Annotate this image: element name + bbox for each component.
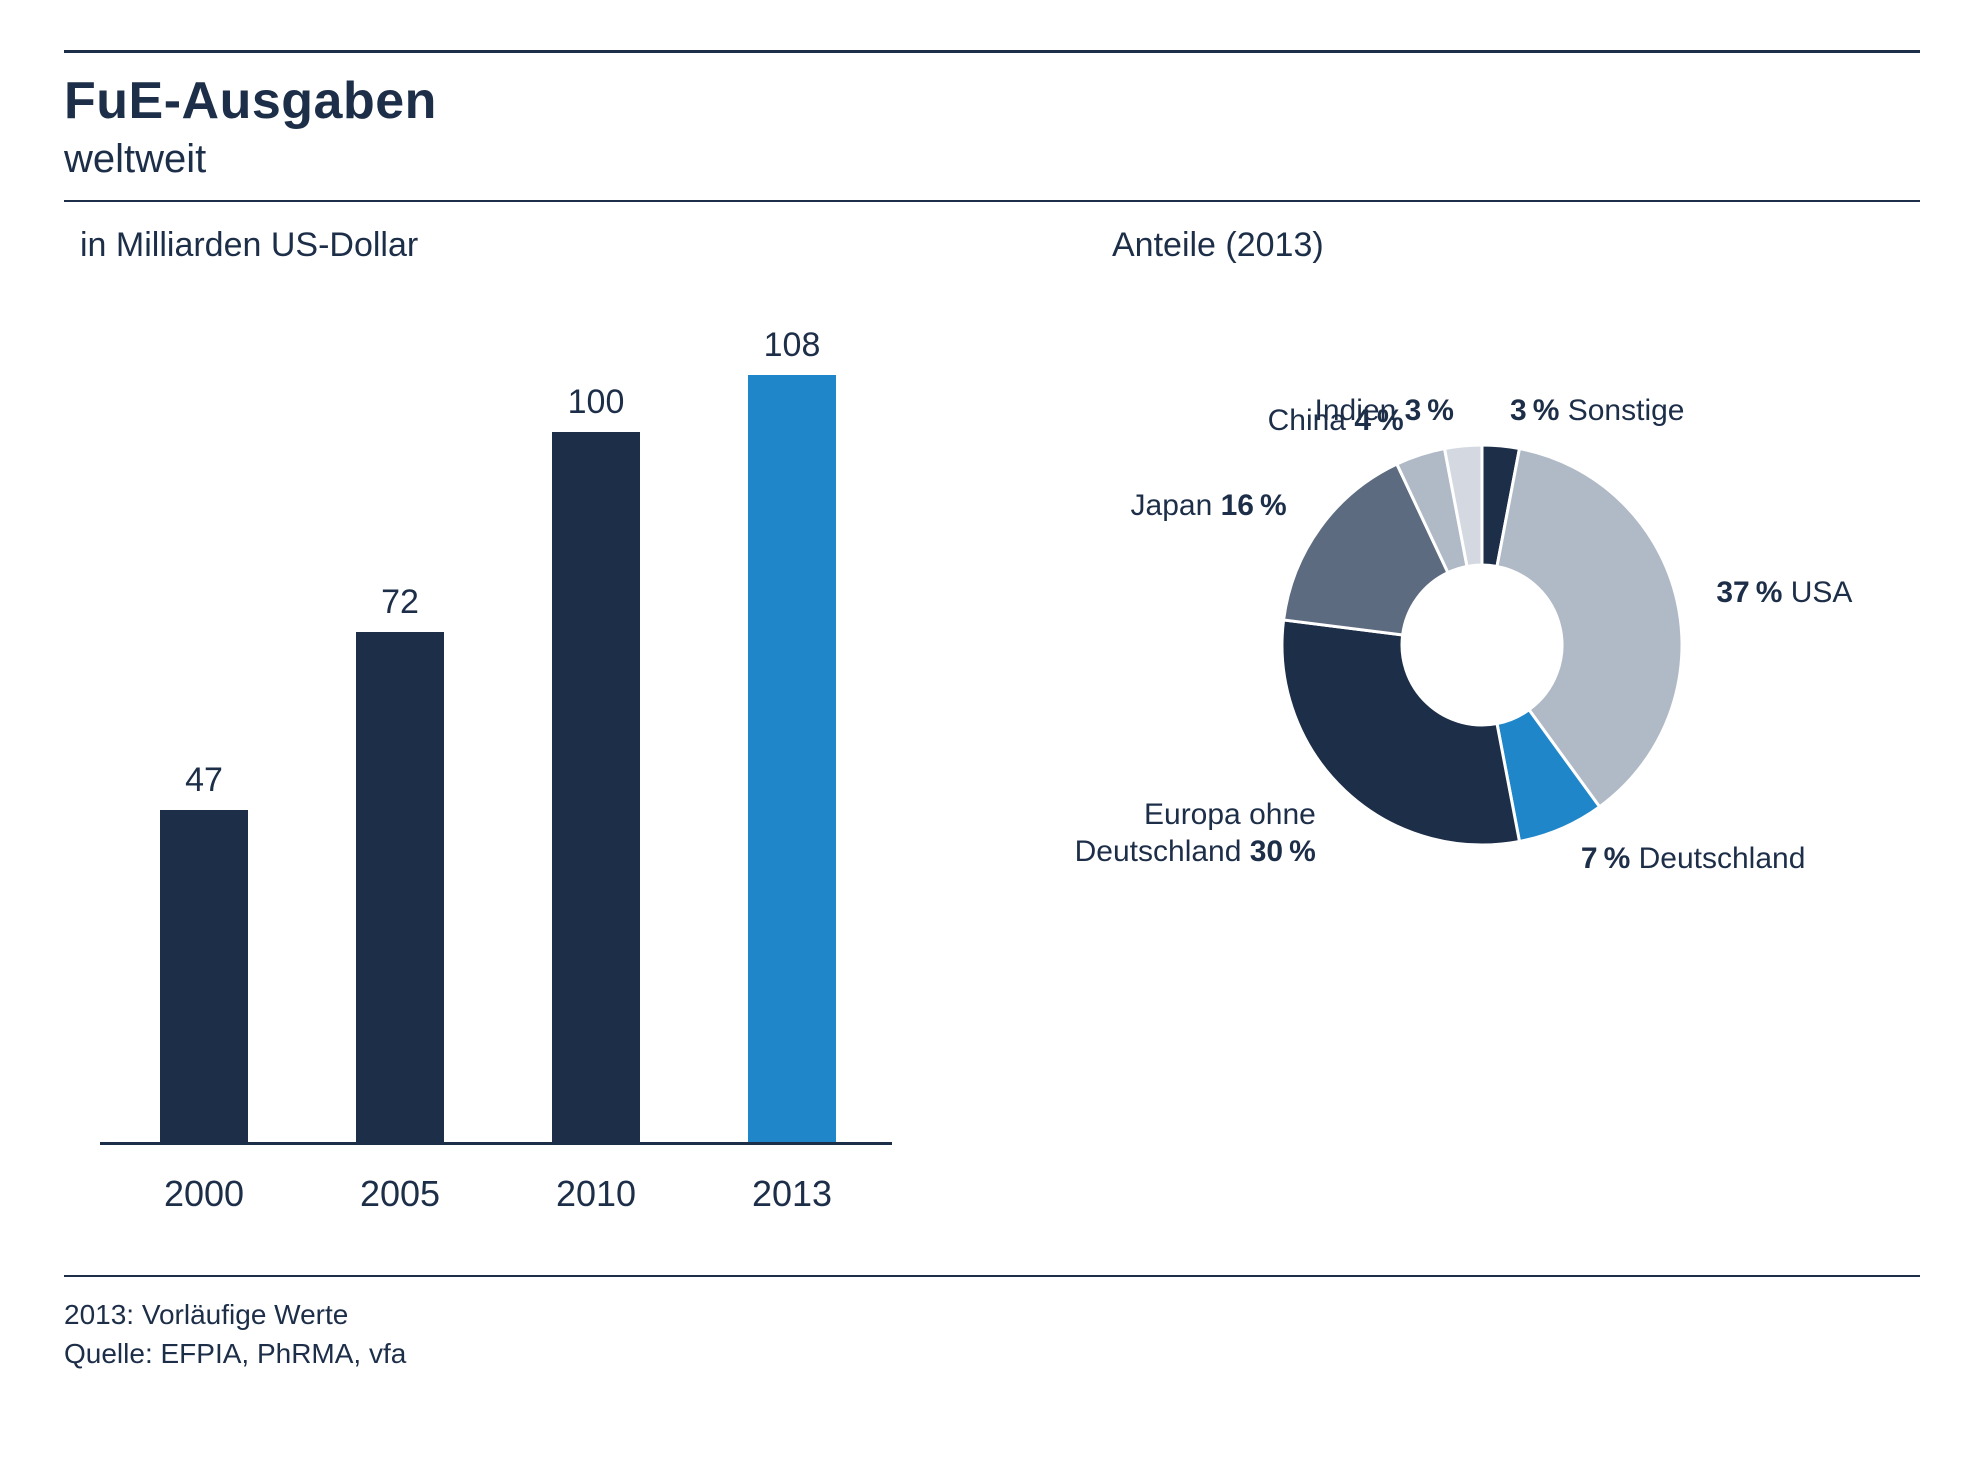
bar <box>356 632 444 1145</box>
bar-baseline <box>100 1142 892 1145</box>
bar-value: 100 <box>568 383 625 422</box>
donut-title: Anteile (2013) <box>1112 226 1920 265</box>
donut-svg <box>1282 445 1682 845</box>
footnote-1: 2013: Vorläufige Werte <box>64 1295 1920 1334</box>
donut-label: Japan 16 % <box>1131 487 1287 525</box>
bar-value: 72 <box>381 583 419 622</box>
rule-top <box>64 50 1920 53</box>
donut-chart: Anteile (2013) 3 % Sonstige 37 % USA 7 % D… <box>972 202 1920 1045</box>
donut-label: 7 % Deutschland <box>1581 840 1805 878</box>
donut-label: Indien 3 % <box>1315 392 1454 430</box>
bar-col: 100 <box>516 383 676 1145</box>
donut-label: Europa ohneDeutschland 30 % <box>1075 796 1316 871</box>
bar-ylabel: in Milliarden US-Dollar <box>80 226 972 265</box>
bar-category: 2010 <box>516 1173 676 1215</box>
bar <box>552 432 640 1145</box>
donut-slice <box>1282 620 1519 845</box>
donut-label: 3 % Sonstige <box>1510 392 1684 430</box>
bar-chart: in Milliarden US-Dollar 47 72 100 108 2000 2… <box>64 202 972 1235</box>
bar-category: 2000 <box>124 1173 284 1215</box>
bar <box>160 810 248 1145</box>
bar-category: 2005 <box>320 1173 480 1215</box>
bar-value: 47 <box>185 761 223 800</box>
bar-col: 72 <box>320 583 480 1145</box>
donut-label: 37 % USA <box>1716 574 1852 612</box>
bar <box>748 375 836 1145</box>
page-title: FuE-Ausgaben <box>64 71 1920 131</box>
bar-category: 2013 <box>712 1173 872 1215</box>
rule-bottom <box>64 1275 1920 1277</box>
footnote-2: Quelle: EFPIA, PhRMA, vfa <box>64 1334 1920 1373</box>
bar-value: 108 <box>764 326 821 365</box>
bar-col: 108 <box>712 326 872 1145</box>
bar-col: 47 <box>124 761 284 1145</box>
page-subtitle: weltweit <box>64 137 1920 182</box>
